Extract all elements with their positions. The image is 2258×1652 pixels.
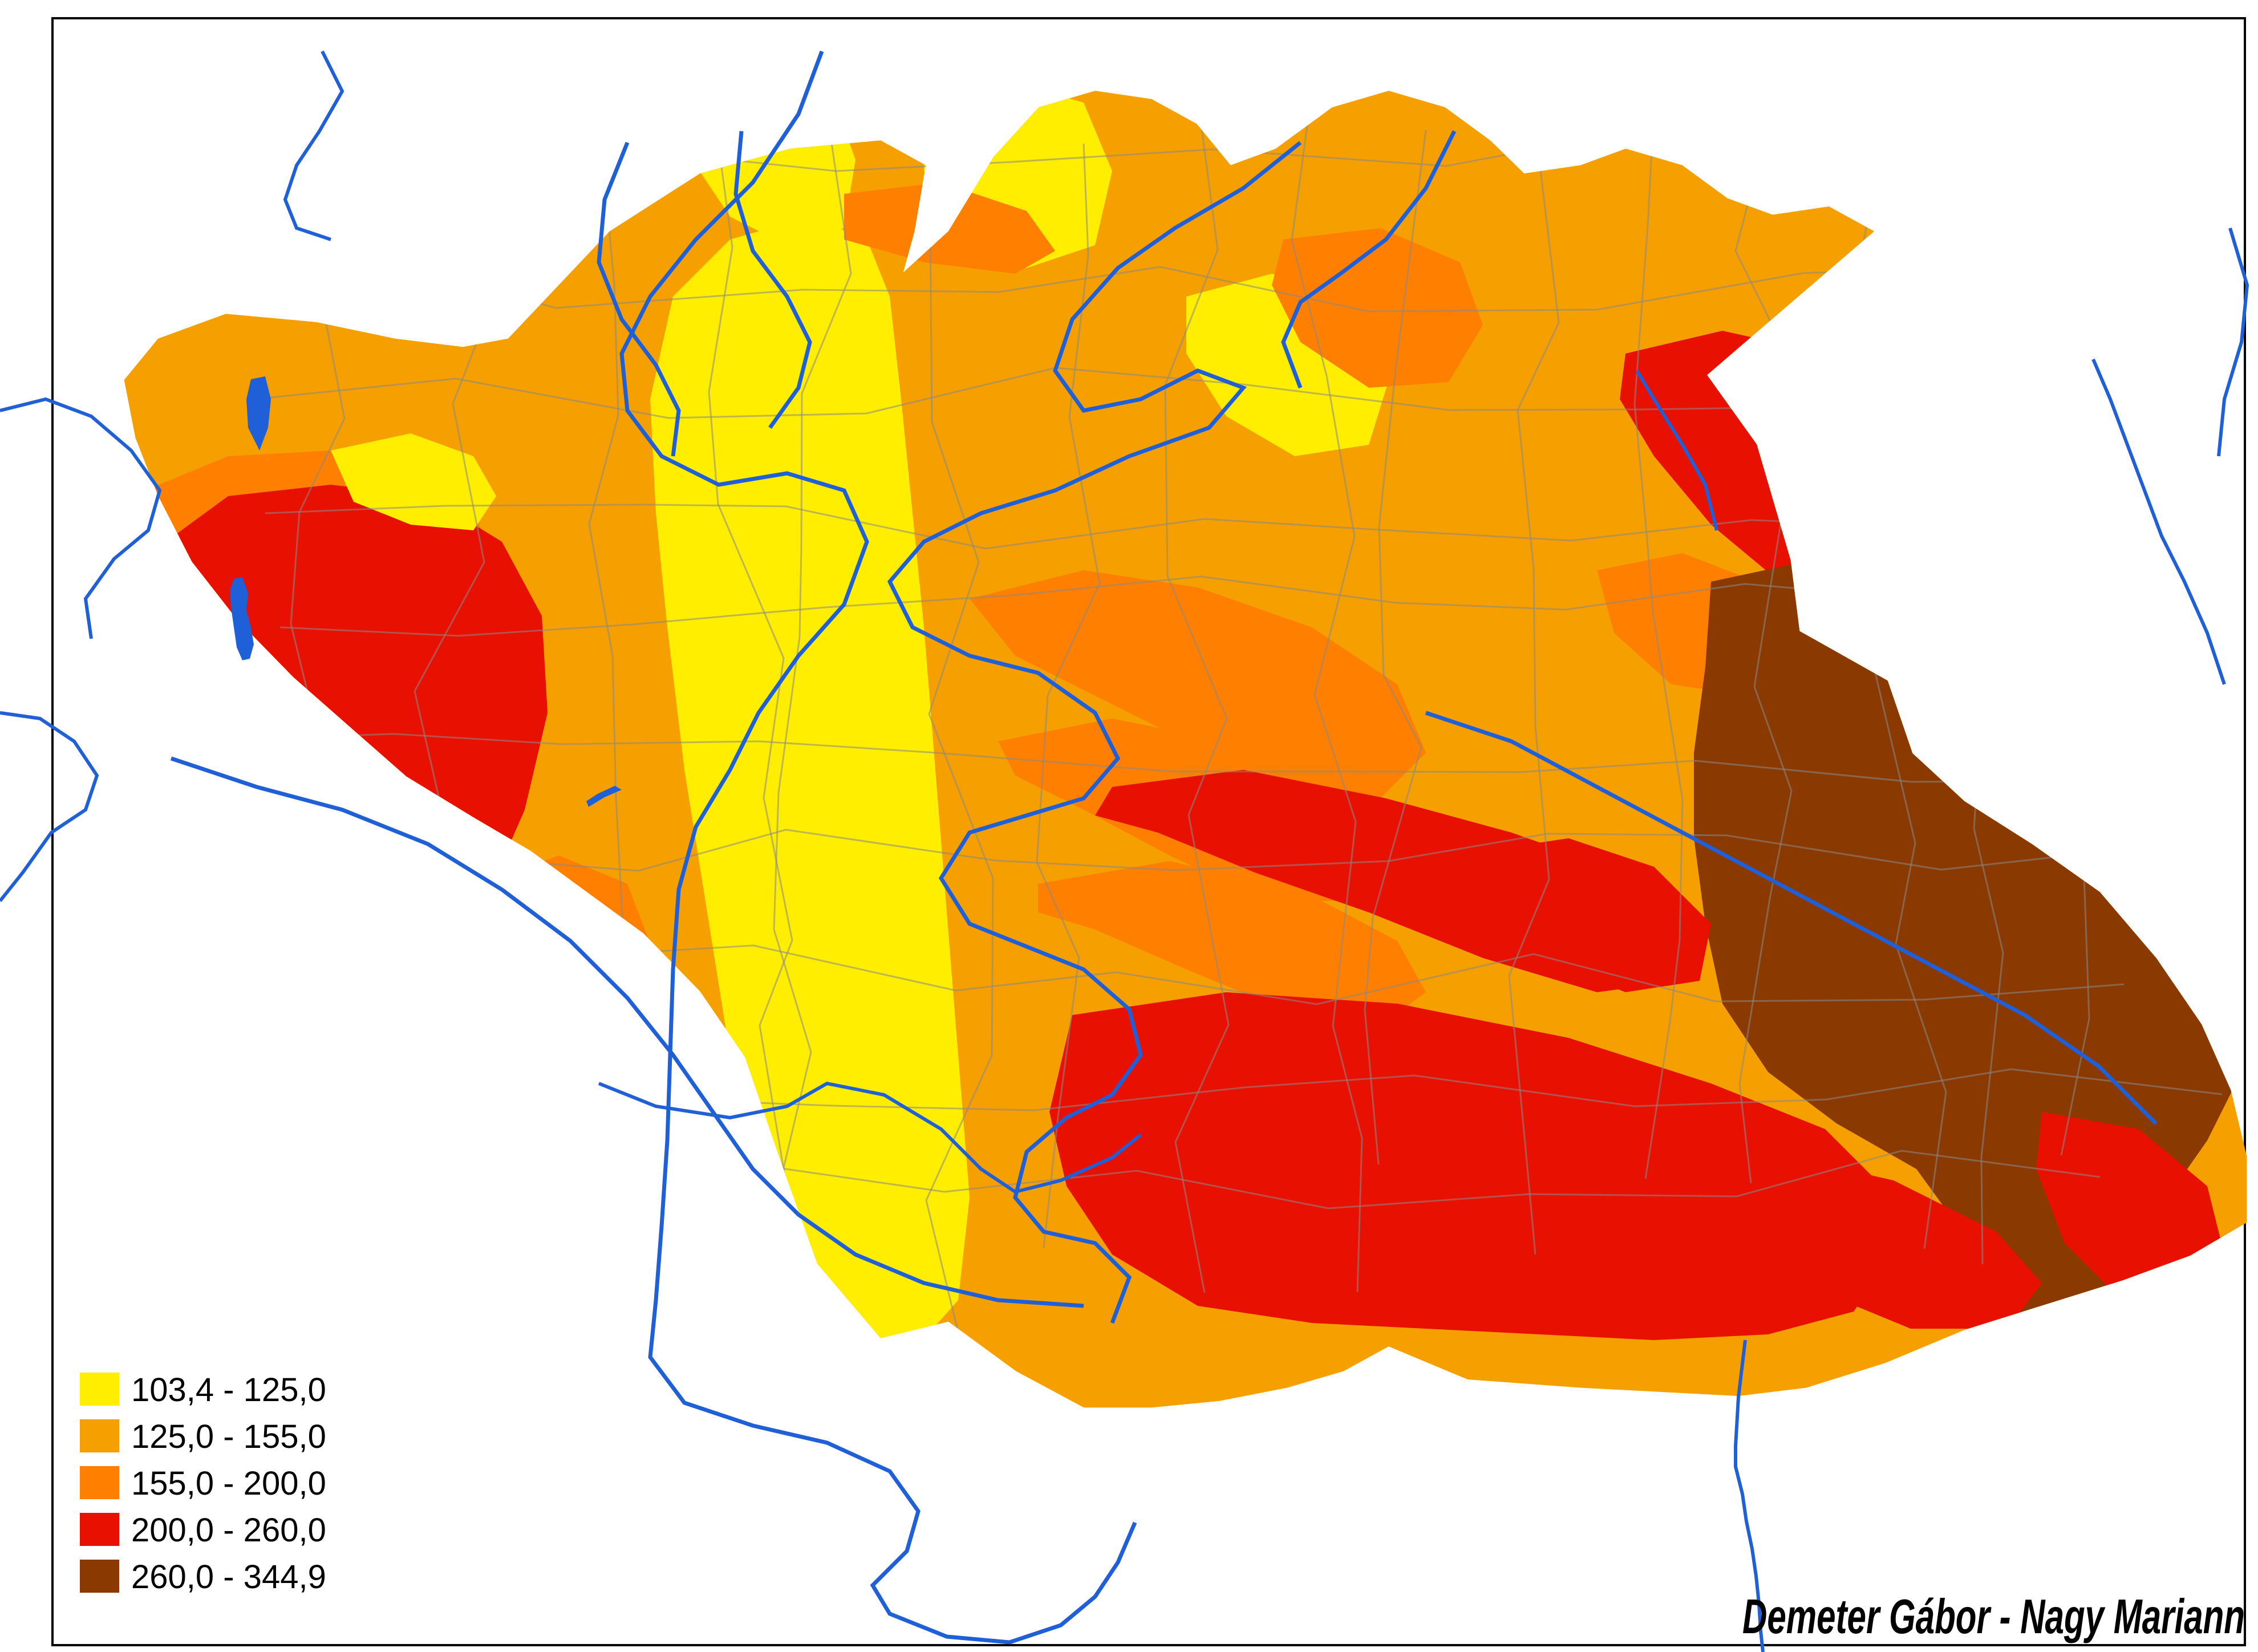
svg-text:Demeter Gábor - Nagy Mariann: Demeter Gábor - Nagy Mariann <box>1742 1590 2245 1644</box>
svg-text:103,4 - 125,0: 103,4 - 125,0 <box>131 1371 326 1409</box>
svg-text:155,0 - 200,0: 155,0 - 200,0 <box>131 1465 326 1502</box>
svg-text:125,0 - 155,0: 125,0 - 155,0 <box>131 1418 326 1455</box>
svg-text:260,0 - 344,9: 260,0 - 344,9 <box>131 1558 326 1596</box>
svg-text:200,0 - 260,0: 200,0 - 260,0 <box>131 1512 326 1549</box>
